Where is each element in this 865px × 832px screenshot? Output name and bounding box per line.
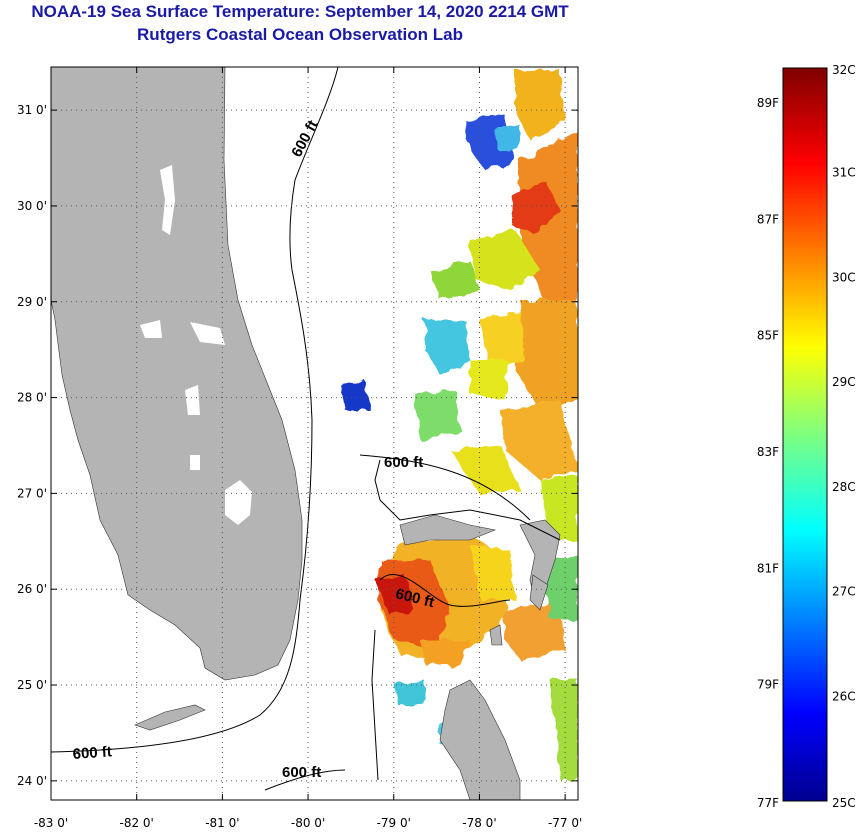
inland-lake bbox=[140, 320, 162, 338]
longitude-axis: -83 0' -82 0' -81 0' -80 0' -79 0' -78 0' -77 … bbox=[34, 816, 583, 830]
lat-tick-label: 31 0' bbox=[17, 103, 47, 117]
sst-patch bbox=[340, 380, 370, 410]
lon-tick-label: -79 0' bbox=[377, 816, 411, 830]
sst-patch bbox=[540, 475, 578, 540]
celsius-label: 26C bbox=[832, 689, 856, 703]
lon-tick-label: -78 0' bbox=[462, 816, 496, 830]
lat-tick-label: 24 0' bbox=[17, 774, 47, 788]
sst-patch bbox=[430, 260, 480, 300]
sst-patch bbox=[500, 400, 578, 480]
contour-label: 600 ft bbox=[282, 764, 321, 781]
lat-tick-label: 30 0' bbox=[17, 199, 47, 213]
lon-tick-label: -80 0' bbox=[291, 816, 325, 830]
lon-tick-label: -81 0' bbox=[205, 816, 239, 830]
sst-patch bbox=[395, 680, 425, 705]
axis-ticks bbox=[50, 67, 578, 800]
latitude-axis: 24 0' 25 0' 26 0' 27 0' 28 0' 29 0' 30 0' 31 0' bbox=[17, 103, 47, 788]
lon-tick-label: -77 0' bbox=[548, 816, 582, 830]
fahrenheit-label: 77F bbox=[757, 796, 779, 810]
fahrenheit-label: 83F bbox=[757, 445, 779, 459]
colorbar-gradient bbox=[782, 67, 828, 802]
contour-label: 600 ft bbox=[384, 454, 423, 471]
fahrenheit-label: 81F bbox=[757, 561, 779, 575]
bahamas-cay bbox=[529, 574, 549, 611]
celsius-label: 32C bbox=[832, 63, 856, 77]
andros-island bbox=[439, 679, 521, 800]
isobath-600ft bbox=[51, 67, 561, 791]
lat-tick-label: 27 0' bbox=[17, 486, 47, 500]
celsius-label: 31C bbox=[832, 166, 856, 180]
lat-tick-label: 28 0' bbox=[17, 391, 47, 405]
sst-patch bbox=[495, 125, 520, 150]
sst-patch bbox=[512, 180, 560, 235]
fahrenheit-label: 87F bbox=[757, 212, 779, 226]
celsius-label: 30C bbox=[832, 270, 856, 284]
fahrenheit-label: 79F bbox=[757, 678, 779, 692]
fahrenheit-label: 85F bbox=[757, 329, 779, 343]
sst-patch bbox=[415, 390, 460, 440]
graticule bbox=[51, 67, 578, 800]
sst-patch bbox=[470, 230, 540, 290]
sst-patch bbox=[545, 555, 578, 620]
lake-okeechobee bbox=[225, 480, 252, 525]
sst-patch bbox=[470, 545, 515, 600]
map-frame bbox=[50, 66, 579, 801]
grand-bahama bbox=[399, 514, 497, 546]
inland-lake bbox=[185, 385, 200, 415]
celsius-label: 27C bbox=[832, 585, 856, 599]
map-subtitle: Rutgers Coastal Ocean Observation Lab bbox=[137, 25, 463, 44]
sst-data-layer bbox=[340, 70, 578, 780]
florida-keys bbox=[134, 704, 206, 731]
lat-tick-label: 25 0' bbox=[17, 678, 47, 692]
contour-label: 600 ft bbox=[72, 743, 112, 763]
sst-patch bbox=[515, 300, 578, 410]
sst-patch bbox=[515, 70, 565, 140]
map-title: NOAA-19 Sea Surface Temperature: Septemb… bbox=[31, 2, 569, 21]
lat-tick-label: 29 0' bbox=[17, 295, 47, 309]
fahrenheit-label: 89F bbox=[757, 96, 779, 110]
sst-patch bbox=[450, 445, 520, 495]
bahamas-cay bbox=[489, 624, 503, 646]
celsius-label: 28C bbox=[832, 480, 856, 494]
celsius-label: 29C bbox=[832, 375, 856, 389]
sst-patch bbox=[550, 680, 578, 780]
inland-lake bbox=[190, 322, 225, 345]
florida-landmass bbox=[51, 67, 303, 681]
inland-lake bbox=[160, 165, 175, 235]
sst-patch bbox=[470, 360, 510, 400]
sst-patch bbox=[480, 310, 525, 370]
sst-patch bbox=[425, 320, 470, 375]
inland-lake bbox=[190, 455, 200, 470]
sst-patch bbox=[420, 640, 470, 665]
sst-patch bbox=[375, 575, 415, 615]
celsius-label: 25C bbox=[832, 796, 856, 810]
lon-tick-label: -83 0' bbox=[34, 816, 68, 830]
lat-tick-label: 26 0' bbox=[17, 582, 47, 596]
lon-tick-label: -82 0' bbox=[120, 816, 154, 830]
